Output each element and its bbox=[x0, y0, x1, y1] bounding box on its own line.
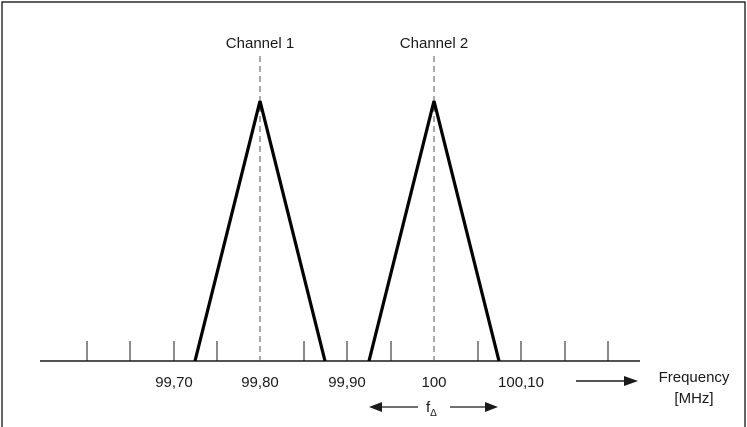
tick-label: 99,80 bbox=[241, 374, 279, 391]
tick-label: 100,10 bbox=[498, 374, 544, 391]
channel-spacing-label: fΔ bbox=[426, 399, 437, 419]
channel-2-label: Channel 2 bbox=[400, 35, 468, 52]
axis-label-unit: [MHz] bbox=[674, 390, 713, 407]
channel-1-label: Channel 1 bbox=[226, 35, 294, 52]
tick-label: 99,70 bbox=[155, 374, 193, 391]
channel-spacing-arrow bbox=[369, 402, 498, 412]
channel-1-spectrum bbox=[193, 100, 327, 362]
tick-label: 99,90 bbox=[328, 374, 366, 391]
axis-direction-arrow bbox=[576, 376, 638, 386]
tick-label: 100 bbox=[421, 374, 446, 391]
axis-ticks bbox=[86, 341, 609, 361]
axis-label-frequency: Frequency bbox=[659, 369, 730, 386]
channel-2-spectrum bbox=[367, 100, 501, 362]
